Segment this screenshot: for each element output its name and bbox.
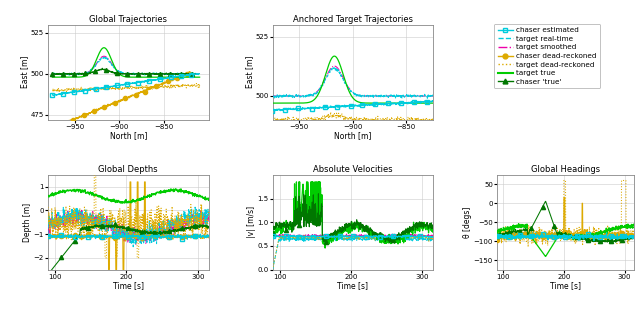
Title: Global Trajectories: Global Trajectories [89, 15, 167, 24]
Title: Global Headings: Global Headings [531, 165, 600, 174]
X-axis label: Time [s]: Time [s] [337, 281, 369, 290]
Title: Anchored Target Trajectories: Anchored Target Trajectories [293, 15, 413, 24]
Title: Absolute Velocities: Absolute Velocities [313, 165, 393, 174]
Legend: chaser estimated, target real-time, target smoothed, chaser dead-reckoned, targe: chaser estimated, target real-time, targ… [494, 24, 600, 88]
Y-axis label: Depth [m]: Depth [m] [23, 203, 32, 242]
X-axis label: North [m]: North [m] [109, 131, 147, 140]
Y-axis label: θ [degs]: θ [degs] [463, 206, 472, 238]
Y-axis label: East [m]: East [m] [20, 56, 29, 88]
Y-axis label: |v| [m/s]: |v| [m/s] [247, 206, 256, 238]
X-axis label: Time [s]: Time [s] [113, 281, 144, 290]
Y-axis label: East [m]: East [m] [244, 56, 253, 88]
Title: Global Depths: Global Depths [99, 165, 158, 174]
X-axis label: Time [s]: Time [s] [550, 281, 581, 290]
X-axis label: North [m]: North [m] [334, 131, 372, 140]
